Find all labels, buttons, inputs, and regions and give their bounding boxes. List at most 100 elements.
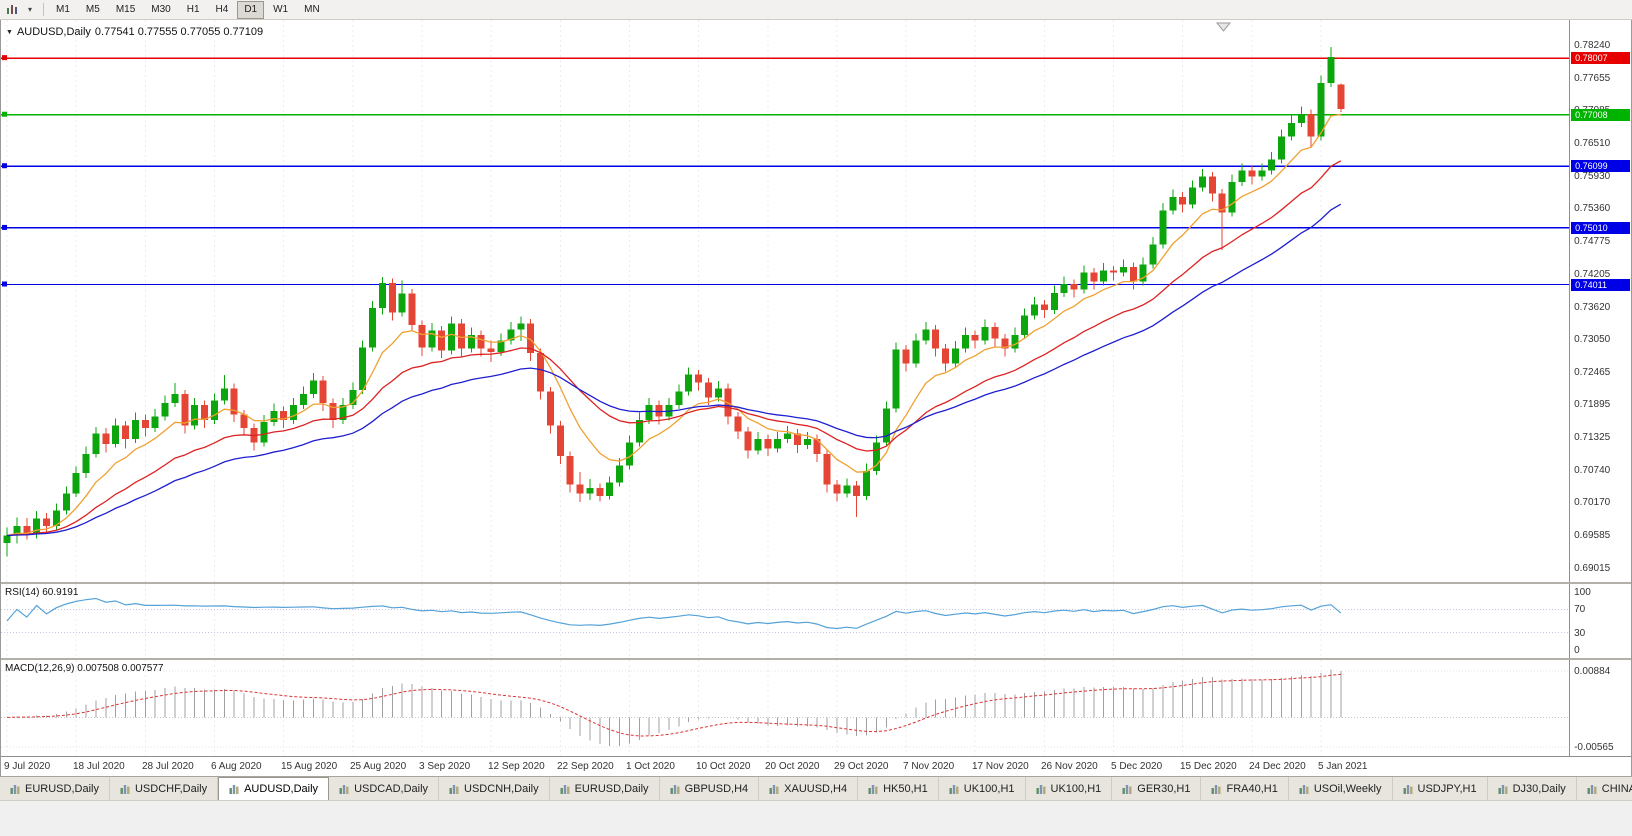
timeframe-button-h4[interactable]: H4 — [209, 1, 236, 19]
candle-body — [270, 410, 278, 423]
hline-handle[interactable] — [2, 281, 7, 287]
tab-xauusd-h4[interactable]: XAUUSD,H4 — [759, 777, 859, 800]
candle-body — [902, 349, 910, 364]
panel-separator[interactable] — [1, 582, 1631, 584]
timeframe-button-h1[interactable]: H1 — [180, 1, 207, 19]
candle-body — [527, 323, 535, 354]
candle-body — [695, 374, 703, 383]
candle-body — [764, 439, 772, 449]
tab-usdcnh-daily[interactable]: USDCNH,Daily — [439, 777, 550, 800]
date-axis-label: 15 Dec 2020 — [1180, 761, 1237, 772]
candle-body — [3, 535, 11, 543]
candle-body — [1100, 270, 1108, 282]
candle-body — [517, 323, 525, 330]
tab-usoil-weekly[interactable]: USOil,Weekly — [1288, 777, 1393, 800]
horizontal-price-lines[interactable] — [1, 55, 1570, 287]
tab-audusd-daily[interactable]: AUDUSD,Daily — [218, 777, 330, 800]
candle-body — [1307, 114, 1315, 137]
tab-usdchf-daily[interactable]: USDCHF,Daily — [109, 777, 219, 800]
candle-body — [1228, 182, 1236, 213]
tab-dj30-daily[interactable]: DJ30,Daily — [1487, 777, 1577, 800]
candle-body — [892, 349, 900, 409]
tab-china300-h1[interactable]: CHINA300,H1 — [1576, 777, 1632, 800]
rsi-axis: 100 70 30 0 — [1569, 584, 1631, 658]
candle-body — [1238, 170, 1246, 183]
candle-body — [1119, 267, 1127, 273]
chart-symbol-icon: ▼ — [6, 28, 13, 36]
main-chart-plot[interactable]: ▼ AUDUSD,Daily 0.77541 0.77555 0.77055 0… — [1, 20, 1570, 582]
tab-eurusd-daily[interactable]: EURUSD,Daily — [549, 777, 660, 800]
timeframe-button-mn[interactable]: MN — [297, 1, 327, 19]
chart-type-icon[interactable] — [4, 2, 20, 17]
hline-handle[interactable] — [2, 224, 7, 230]
candle-body — [43, 518, 51, 526]
candle-body — [793, 433, 801, 445]
candle-body — [201, 405, 209, 420]
macd-plot[interactable]: MACD(12,26,9) 0.007508 0.007577 — [1, 660, 1570, 756]
tab-label: CHINA300,H1 — [1601, 782, 1632, 795]
tab-ger30-h1[interactable]: GER30,H1 — [1112, 777, 1202, 800]
tab-eurusd-daily[interactable]: EURUSD,Daily — [0, 777, 110, 800]
candle-body — [1297, 114, 1305, 124]
date-axis-label: 26 Nov 2020 — [1041, 761, 1098, 772]
tab-uk100-h1[interactable]: UK100,H1 — [938, 777, 1026, 800]
candle-body — [1268, 159, 1276, 171]
macd-histogram — [16, 669, 1342, 746]
timeframe-button-m5[interactable]: M5 — [79, 1, 107, 19]
tab-label: XAUUSD,H4 — [784, 782, 848, 795]
candle-body — [349, 389, 357, 406]
timeframe-button-m1[interactable]: M1 — [49, 1, 77, 19]
grid-lines — [6, 20, 1322, 582]
rsi-plot[interactable]: RSI(14) 60.9191 — [1, 584, 1570, 658]
hline-handle[interactable] — [2, 55, 7, 61]
candle-body — [497, 340, 505, 352]
tab-usdjpy-h1[interactable]: USDJPY,H1 — [1392, 777, 1488, 800]
date-axis-label: 28 Jul 2020 — [142, 761, 194, 772]
candle-body — [685, 374, 693, 392]
rsi-line — [6, 597, 1342, 630]
candle-body — [704, 382, 712, 398]
candle-body — [457, 323, 465, 349]
tab-fra40-h1[interactable]: FRA40,H1 — [1201, 777, 1289, 800]
candle-body — [853, 485, 861, 496]
panel-separator[interactable] — [1, 658, 1631, 660]
candle-body — [151, 416, 159, 428]
candle-body — [309, 380, 317, 394]
candle-body — [408, 293, 416, 325]
candle-body — [477, 334, 485, 349]
tab-label: UK100,H1 — [963, 782, 1015, 795]
candle-body — [1189, 187, 1197, 205]
candle-body — [813, 439, 821, 454]
candle-body — [546, 391, 554, 426]
tab-label: USDCAD,Daily — [354, 782, 429, 795]
tab-hk50-h1[interactable]: HK50,H1 — [858, 777, 939, 800]
candle-body — [863, 470, 871, 496]
timeframes-dropdown-icon[interactable]: ▾ — [27, 5, 32, 14]
timeframe-button-d1[interactable]: D1 — [237, 0, 265, 19]
candle-body — [181, 393, 189, 426]
tab-uk100-h1[interactable]: UK100,H1 — [1025, 777, 1113, 800]
candle-body — [922, 329, 930, 341]
candle-body — [467, 334, 475, 349]
tab-gbpusd-h4[interactable]: GBPUSD,H4 — [659, 777, 760, 800]
candle-body — [596, 487, 604, 496]
main-chart-svg[interactable] — [1, 20, 1570, 582]
timeframe-button-w1[interactable]: W1 — [266, 1, 295, 19]
candle-body — [655, 405, 663, 417]
tab-label: DJ30,Daily — [1512, 782, 1566, 795]
tab-label: AUDUSD,Daily — [244, 783, 319, 795]
chart-tab-icon — [670, 784, 680, 794]
chart-tab-icon — [949, 784, 959, 794]
hline-handle[interactable] — [2, 163, 7, 169]
chart-shift-marker-icon[interactable] — [1215, 22, 1232, 32]
tab-usdcad-daily[interactable]: USDCAD,Daily — [329, 777, 440, 800]
candle-body — [1110, 270, 1118, 273]
timeframe-button-m15[interactable]: M15 — [109, 1, 142, 19]
candle-body — [52, 510, 60, 526]
date-axis-label: 6 Aug 2020 — [211, 761, 262, 772]
candle-body — [566, 456, 574, 485]
timeframe-button-m30[interactable]: M30 — [144, 1, 177, 19]
hline-handle[interactable] — [2, 111, 7, 117]
candle-body — [1198, 176, 1206, 188]
